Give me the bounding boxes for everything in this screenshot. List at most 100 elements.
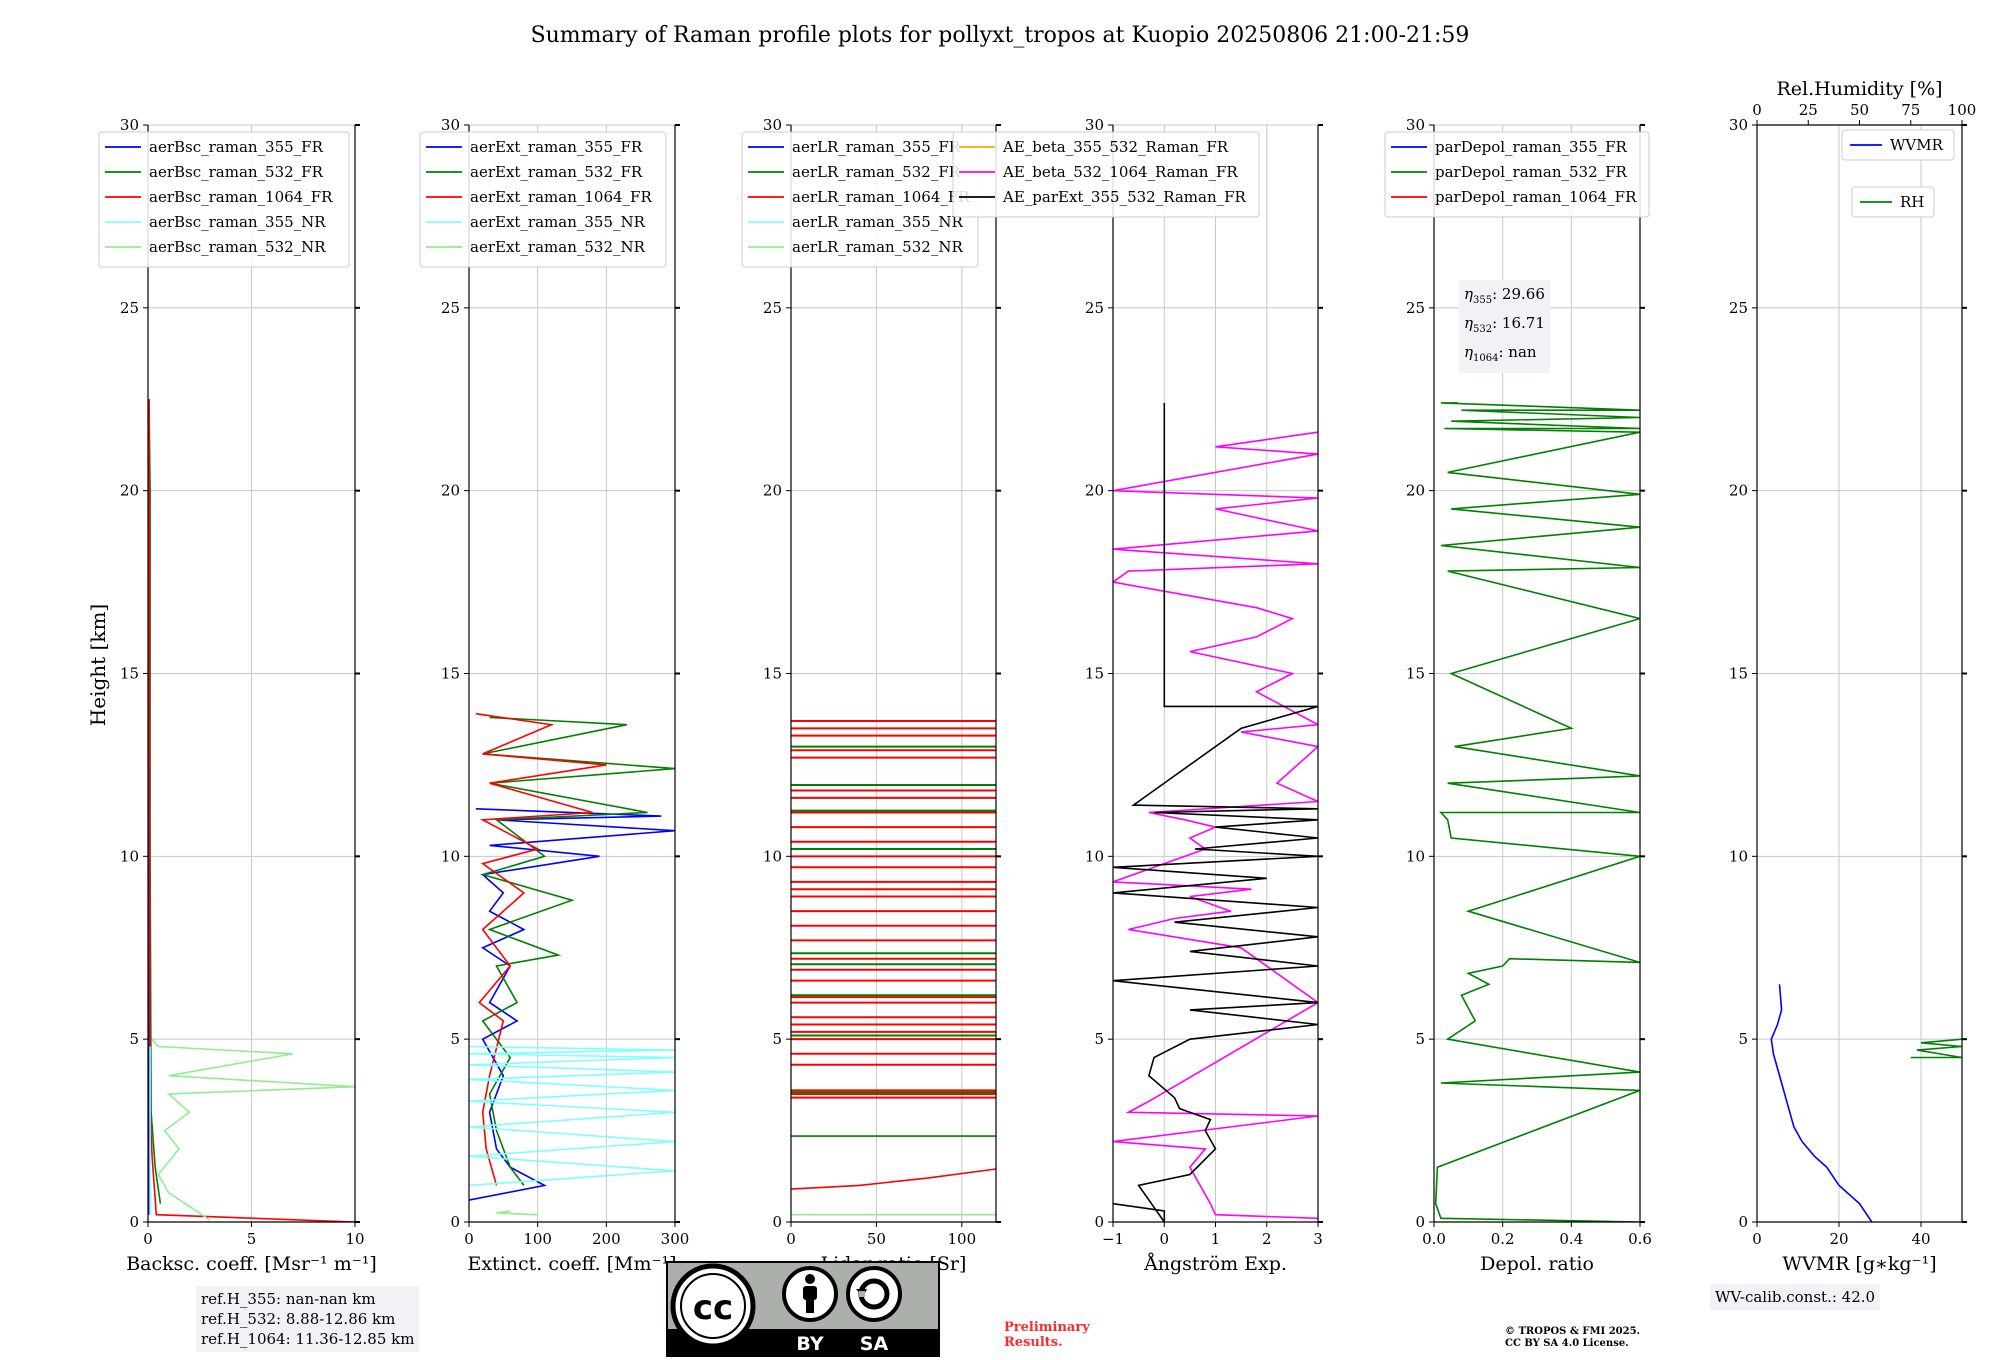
y-tick-label: 0 — [772, 1213, 782, 1231]
wv-calib-box: WV-calib.const.: 42.0 — [1710, 1284, 1881, 1310]
x-tick-label: 50 — [867, 1230, 886, 1248]
x-tick-label: −1 — [1102, 1230, 1124, 1248]
y-tick-label: 30 — [120, 116, 139, 134]
legend-label: aerLR_raman_355_NR — [792, 213, 963, 231]
preliminary-line-1: Preliminary — [1004, 1320, 1090, 1335]
preliminary-line-2: Results. — [1004, 1335, 1063, 1350]
x-tick-label: 0 — [786, 1230, 796, 1248]
y-tick-label: 15 — [763, 665, 782, 683]
panel-1: 0 5 10 15 20 25 30 0 5 10 Backsc. coeff. [Msr⁻¹ m⁻… — [98, 116, 377, 1275]
ref-height-355: ref.H_355: nan-nan km — [201, 1290, 376, 1308]
x2-tick-label: 50 — [1850, 101, 1869, 119]
y-tick-label: 0 — [450, 1213, 460, 1231]
y-tick-label: 0 — [1094, 1213, 1104, 1231]
eta-532: η532: 16.71 — [1464, 314, 1545, 335]
y-tick-label: 0 — [129, 1213, 139, 1231]
preliminary-results-note: Preliminary Results. — [1004, 1320, 1090, 1350]
x-tick-label: 0 — [1752, 1230, 1762, 1248]
y-tick-label: 5 — [1415, 1030, 1425, 1048]
ref-height-1064: ref.H_1064: 11.36-12.85 km — [201, 1330, 415, 1348]
legend-label: aerExt_raman_1064_FR — [470, 188, 652, 206]
x-tick-label: 2 — [1262, 1230, 1272, 1248]
y-tick-label: 10 — [441, 847, 460, 865]
legend-label: aerBsc_raman_532_NR — [149, 238, 326, 256]
legend: aerBsc_raman_355_FR aerBsc_raman_532_FRae… — [98, 131, 350, 268]
legend-box — [952, 131, 1260, 218]
series-line-AE_beta_532_1064_Raman_FR — [1113, 431, 1318, 1220]
y-tick-label: 30 — [1085, 116, 1104, 134]
series-line-aerExt_raman_532_FR — [479, 716, 675, 1186]
figure-title: Summary of Raman profile plots for polly… — [531, 23, 1470, 48]
legend-label: aerBsc_raman_355_FR — [149, 138, 324, 156]
series-line-aerExt_raman_355_FR — [469, 808, 675, 1201]
reference-height-box: ref.H_355: nan-nan km ref.H_532: 8.88-12… — [196, 1286, 420, 1352]
x2-tick-label: 25 — [1799, 101, 1818, 119]
y-tick-label: 10 — [763, 847, 782, 865]
y-tick-label: 15 — [441, 665, 460, 683]
y-tick-label: 25 — [1085, 299, 1104, 317]
legend-label: aerLR_raman_532_NR — [792, 238, 963, 256]
x-tick-label: 0 — [1159, 1230, 1169, 1248]
x-tick-label: 0.0 — [1422, 1230, 1446, 1248]
panel-3: 051015202530050100Lidar ratio [Sr]aerLR_… — [741, 116, 1001, 1275]
x-tick-label: 1 — [1211, 1230, 1221, 1248]
y-tick-label: 20 — [120, 482, 139, 500]
sa-icon — [846, 1266, 902, 1322]
legend-box — [419, 131, 667, 268]
legend: WVMR RH — [1841, 129, 1955, 218]
y-tick-label: 15 — [1085, 665, 1104, 683]
y-tick-label: 10 — [120, 847, 139, 865]
legend-label: aerBsc_raman_532_FR — [149, 163, 324, 181]
legend-label: aerLR_raman_1064_FR — [792, 188, 970, 206]
y-tick-label: 20 — [1406, 482, 1425, 500]
series-line-parDepol_raman_532_FR — [1434, 402, 1640, 1222]
legend-label: WVMR — [1890, 136, 1944, 154]
y-tick-label: 25 — [441, 299, 460, 317]
cc-icon: cc — [670, 1263, 756, 1349]
x-tick-label: 40 — [1911, 1230, 1930, 1248]
x2-tick-label: 0 — [1752, 101, 1762, 119]
y-tick-label: 20 — [763, 482, 782, 500]
x-tick-label: 100 — [523, 1230, 552, 1248]
y-tick-label: 0 — [1738, 1213, 1748, 1231]
y-tick-label: 0 — [1415, 1213, 1425, 1231]
x-tick-label: 0.2 — [1491, 1230, 1515, 1248]
y-tick-label: 25 — [1406, 299, 1425, 317]
legend: parDepol_raman_355_FR parDepol_raman_532_… — [1384, 131, 1650, 218]
x-tick-label: 3 — [1313, 1230, 1323, 1248]
legend-label: AE_beta_355_532_Raman_FR — [1002, 138, 1229, 156]
y-tick-label: 10 — [1085, 847, 1104, 865]
y-tick-label: 30 — [441, 116, 460, 134]
cc-by-sa-license-badge: cc BY SA — [666, 1261, 940, 1357]
y-tick-label: 15 — [1406, 665, 1425, 683]
copyright-line-2: CC BY SA 4.0 License. — [1505, 1338, 1629, 1349]
y-tick-label: 15 — [1729, 665, 1748, 683]
legend-label: parDepol_raman_532_FR — [1435, 163, 1628, 181]
legend-label: aerExt_raman_532_FR — [470, 163, 643, 181]
legend-label: aerExt_raman_532_NR — [470, 238, 646, 256]
x-axis-label: Depol. ratio — [1480, 1253, 1594, 1275]
legend-label: aerBsc_raman_355_NR — [149, 213, 326, 231]
x-tick-label: 5 — [247, 1230, 257, 1248]
legend-box — [1851, 186, 1935, 218]
sa-label: SA — [860, 1333, 889, 1355]
series-line-aerBsc_raman_1064_FR — [148, 399, 355, 1222]
y-tick-label: 5 — [772, 1030, 782, 1048]
by-person-icon — [782, 1266, 838, 1322]
x-axis-label: WVMR [g∗kg⁻¹] — [1782, 1253, 1936, 1275]
x-tick-label: 0 — [143, 1230, 153, 1248]
x-tick-label: 0.4 — [1559, 1230, 1583, 1248]
legend-label: aerExt_raman_355_FR — [470, 138, 643, 156]
x2-tick-label: 100 — [1948, 101, 1977, 119]
y-tick-label: 30 — [1406, 116, 1425, 134]
legend-box — [1384, 131, 1650, 218]
legend: aerLR_raman_355_FR aerLR_raman_532_FR aerL… — [741, 131, 979, 268]
x-tick-label: 300 — [661, 1230, 690, 1248]
legend: aerExt_raman_355_FR aerExt_raman_532_FRae… — [419, 131, 667, 268]
series-line-WVMR — [1770, 984, 1873, 1222]
legend-label: aerExt_raman_355_NR — [470, 213, 646, 231]
y-tick-label: 30 — [763, 116, 782, 134]
